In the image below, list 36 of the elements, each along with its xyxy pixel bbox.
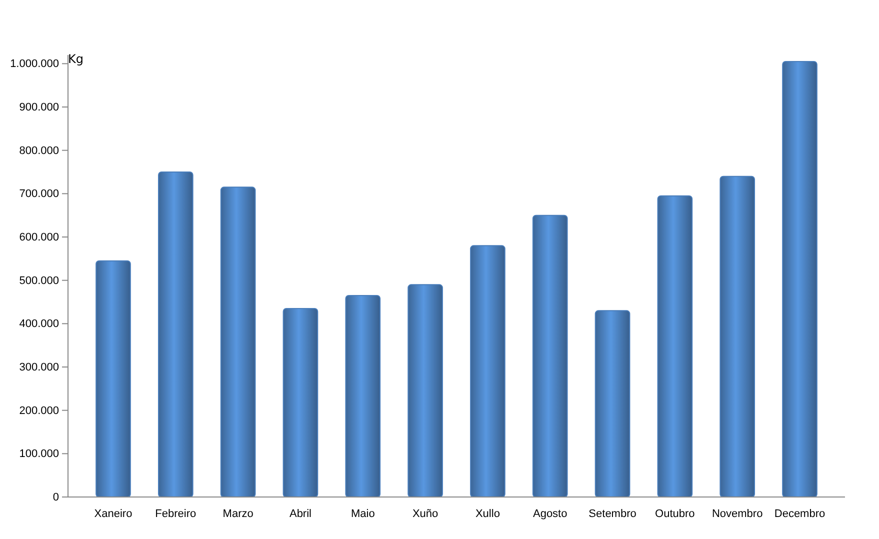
x-tick-label: Xaneiro (94, 508, 132, 520)
x-tick-label: Decembro (774, 508, 826, 520)
y-tick-label: 700.000 (19, 188, 59, 200)
x-tick-label: Setembro (588, 508, 636, 520)
bar (96, 260, 131, 498)
x-tick-label: Xuño (412, 508, 438, 520)
y-tick-label: 400.000 (19, 318, 59, 330)
bar (408, 284, 443, 498)
x-tick-label: Agosto (532, 508, 568, 520)
y-tick-label: 100.000 (19, 448, 59, 460)
bar (158, 172, 194, 498)
bar (282, 308, 318, 498)
bar (782, 61, 818, 498)
y-tick-label: 500.000 (19, 274, 59, 287)
x-tick-label: Outubro (655, 508, 695, 520)
x-tick-label: Xullo (475, 508, 500, 520)
bar (470, 245, 506, 498)
y-tick-label: 200.000 (19, 404, 59, 417)
x-tick-label: Febreiro (155, 508, 196, 520)
bar (594, 310, 630, 498)
bar (532, 214, 568, 498)
bar (345, 295, 381, 498)
x-tick-label: Maio (350, 508, 375, 520)
bar (720, 176, 756, 498)
x-tick-label: Marzo (222, 508, 254, 520)
y-tick-label: 1.000.000 (10, 58, 59, 70)
bar (657, 195, 693, 498)
y-tick-label: 300.000 (19, 362, 59, 374)
y-tick-label: 800.000 (19, 144, 59, 157)
y-tick-label: 900.000 (19, 102, 59, 114)
bar (220, 186, 256, 498)
y-tick-label: 600.000 (19, 232, 59, 244)
x-tick-label: Abril (289, 508, 312, 520)
y-axis-title: Kg (68, 52, 84, 66)
x-tick-label: Novembro (712, 508, 763, 520)
y-tick-label: 0 (52, 492, 59, 504)
